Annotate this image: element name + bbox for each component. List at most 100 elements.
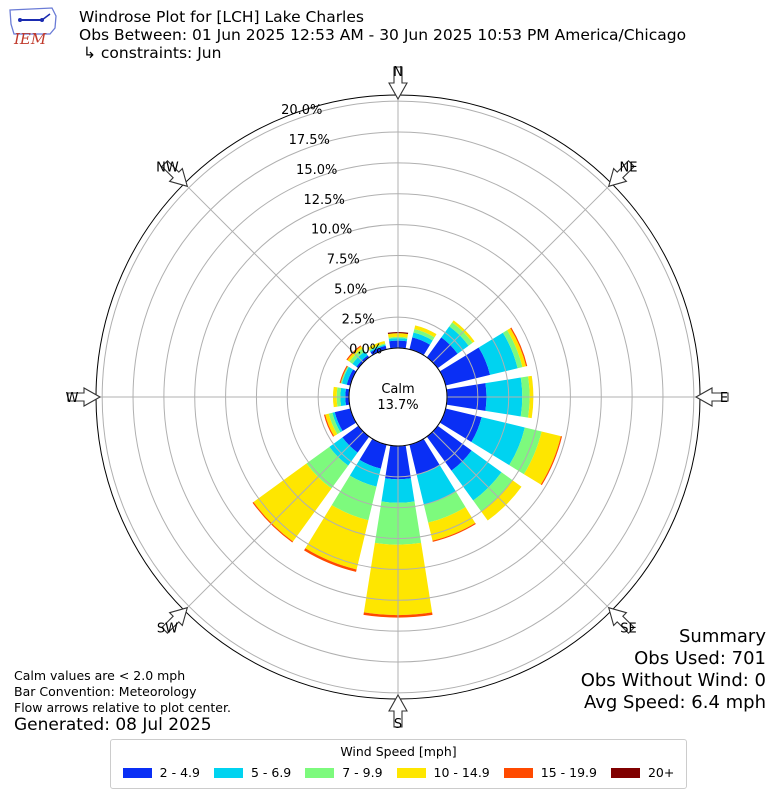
legend-label: 20+ [647,765,675,780]
windrose-bar-NNE [414,325,437,338]
summary-title: Summary [679,626,766,647]
arrow-layer [67,66,729,728]
windrose-bar-NNE [412,332,433,345]
flow-arrows-note: Flow arrows relative to plot center. [14,700,231,715]
windrose-bar-WSW [328,412,341,435]
windrose-bar-WSW [323,414,335,437]
legend-item: 10 - 14.9 [396,765,490,780]
windrose-bar-NNW [367,340,386,350]
grid-spoke [184,183,364,363]
calm-label: Calm [381,382,414,397]
flow-arrow-E [694,387,729,407]
notes-block: Calm values are < 2.0 mph Bar Convention… [14,668,231,716]
legend-swatch [213,767,243,778]
compass-label-W: W [66,391,79,406]
flow-arrow-NW [161,160,189,188]
windrose-bar-ENE [478,332,518,375]
grid-spoke [432,183,612,363]
radial-tick-label: 17.5% [289,133,330,148]
windrose-bar-SSW [305,505,369,570]
compass-label-SE: SE [620,622,636,637]
label-layer: 0.0% 2.5% 5.0% 7.5% 10.0% 12.5% 15.0% 17.5% 20.0… [66,65,729,732]
compass-label-NW: NW [156,160,179,175]
flow-arrow-NE [607,160,635,188]
radial-tick-label: 2.5% [342,313,375,328]
obs-range: Obs Between: 01 Jun 2025 12:53 AM - 30 J… [79,26,687,44]
calm-value: 13.7% [377,398,418,413]
constraints-text: ↳ constraints: Jun [83,44,222,62]
flow-arrow-N [388,66,408,101]
windrose-bar-ESE [439,408,482,442]
windrose-bar-ENE [510,327,528,367]
legend-item: 5 - 6.9 [213,765,292,780]
windrose-bar-ENE [439,347,491,386]
windrose-bar-SSW [359,438,387,469]
radial-tick-label: 20.0% [281,103,322,118]
windrose-bar-SSE [423,491,466,523]
avg-speed: Avg Speed: 6.4 mph [584,692,766,713]
windrose-bar-NW [346,345,362,361]
windrose-bar-NNW [369,343,386,352]
windrose-bar-NNE [413,328,435,341]
windrose-bar-WSW [332,412,343,433]
windrose-bar-SSW [349,459,381,487]
windrose-bar-SSE [409,438,440,475]
windrose-bar-ENE [507,328,527,368]
flow-arrow-W [67,387,102,407]
legend-label: 2 - 4.9 [159,765,200,780]
compass-label-N: N [393,65,403,80]
windrose-bar-WNW [341,366,354,385]
generated-date: Generated: 08 Jul 2025 [14,715,212,735]
iem-logo: IEM [6,4,62,50]
legend-swatch [305,767,335,778]
windrose-bar-ENE [502,330,523,369]
windrose-bar-ESE [471,417,525,466]
windrose-bar-SSW [304,548,357,572]
legend: Wind Speed [mph] 2 - 4.9 5 - 6.9 7 - 9.9… [110,739,687,789]
bar-convention-note: Bar Convention: Meteorology [14,684,197,699]
legend-swatch [122,767,152,778]
windrose-bar-ESE [523,431,561,485]
windrose-bar-NNW [369,344,386,353]
windrose-bar-ESE [540,436,563,486]
compass-label-NE: NE [620,160,638,175]
calm-circle [348,347,448,447]
radial-tick-label: 5.0% [334,283,367,298]
legend-item: 7 - 9.9 [305,765,383,780]
radial-tick-label: 10.0% [311,223,352,238]
radial-tick-label: 0.0% [349,342,382,357]
chart-title-block: Windrose Plot for [LCH] Lake Charles Obs… [79,8,686,62]
legend-label: 15 - 19.9 [540,765,597,780]
legend-item: 2 - 4.9 [122,765,200,780]
windrose-bar-SSE [432,522,476,542]
chart-title: Windrose Plot for [LCH] Lake Charles [79,8,364,26]
legend-swatch [610,767,640,778]
windrose-bar-WSW [334,408,357,431]
flow-arrow-SW [161,606,189,634]
legend-swatch [503,767,533,778]
compass-label-S: S [394,717,402,732]
legend-items: 2 - 4.9 5 - 6.9 7 - 9.9 10 - 14.9 15 - 1… [111,765,686,780]
windrose-bar-SSW [331,475,377,521]
grid-spoke [184,431,364,611]
legend-swatch [396,767,426,778]
windrose-bar-NNW [370,345,387,356]
legend-label: 5 - 6.9 [250,765,292,780]
windrose-bar-S [363,612,433,618]
windrose-bar-WNW [340,366,349,384]
windrose-bar-WNW [339,365,348,384]
flow-arrow-SE [607,606,635,634]
flow-arrow-S [388,693,408,728]
summary-block: Summary Obs Used: 701 Obs Without Wind: … [581,626,766,714]
legend-item: 15 - 19.9 [503,765,597,780]
radial-tick-label: 15.0% [296,163,337,178]
compass-label-E: E [720,391,728,406]
obs-used: Obs Used: 701 [634,648,766,669]
legend-label: 7 - 9.9 [342,765,383,780]
windrose-bar-WSW [325,413,338,437]
windrose-bar-SSE [416,465,456,505]
legend-item: 20+ [610,765,675,780]
radial-tick-label: 12.5% [304,193,345,208]
